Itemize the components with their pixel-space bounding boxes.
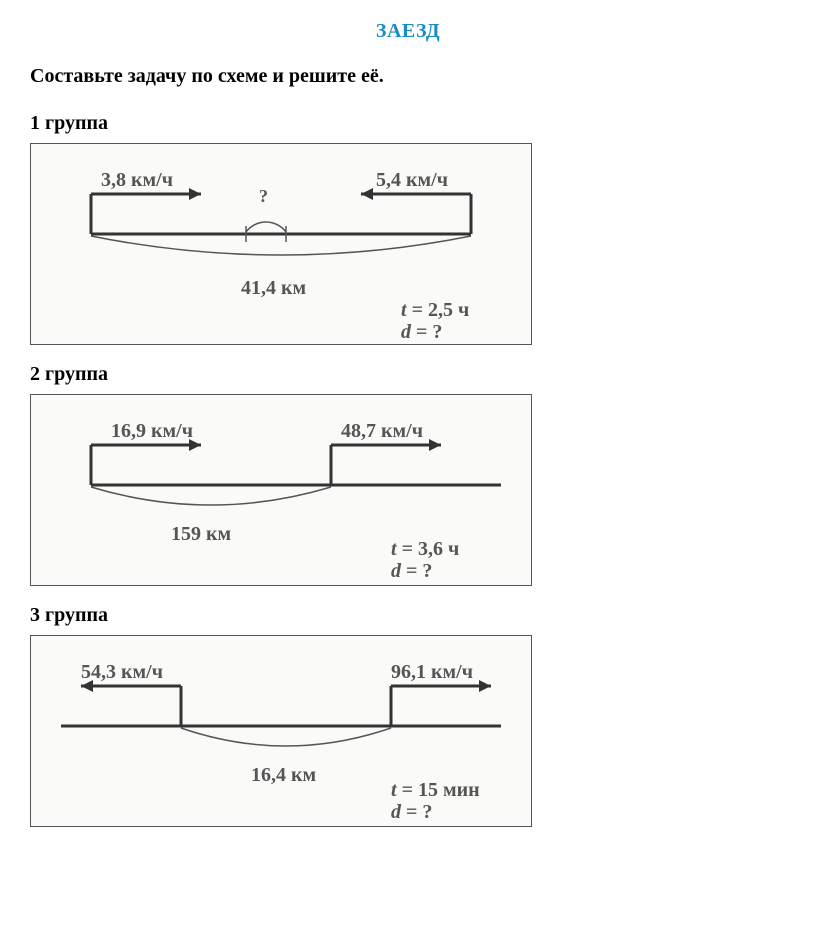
g1-speed2: 5,4 км/ч <box>376 169 448 191</box>
g1-speed1: 3,8 км/ч <box>101 169 173 191</box>
group2-label: 2 группа <box>30 363 786 386</box>
g2-distance: 159 км <box>171 523 231 545</box>
group1-label: 1 группа <box>30 112 786 135</box>
g1-question: ? <box>259 186 268 206</box>
diagram-1: ? 3,8 км/ч 5,4 км/ч 41,4 км t = 2,5 ч d … <box>30 143 532 345</box>
g3-speed2: 96,1 км/ч <box>391 661 473 683</box>
g2-speed1: 16,9 км/ч <box>111 420 193 442</box>
group3-label: 3 группа <box>30 604 786 627</box>
g3-distance: 16,4 км <box>251 764 316 786</box>
g3-t: t = 15 мин <box>391 779 480 801</box>
g2-speed2: 48,7 км/ч <box>341 420 423 442</box>
g2-t: t = 3,6 ч <box>391 538 459 560</box>
diagram-3: 54,3 км/ч 96,1 км/ч 16,4 км t = 15 мин d… <box>30 635 532 827</box>
prompt-text: Составьте задачу по схеме и решите её. <box>30 65 786 88</box>
g2-d: d = ? <box>391 560 432 582</box>
g3-d: d = ? <box>391 801 432 823</box>
page-title: ЗАЕЗД <box>30 20 786 43</box>
g1-t: t = 2,5 ч <box>401 299 469 321</box>
g3-speed1: 54,3 км/ч <box>81 661 163 683</box>
g1-d: d = ? <box>401 321 442 343</box>
g1-distance: 41,4 км <box>241 277 306 299</box>
diagram-2: 16,9 км/ч 48,7 км/ч 159 км t = 3,6 ч d =… <box>30 394 532 586</box>
